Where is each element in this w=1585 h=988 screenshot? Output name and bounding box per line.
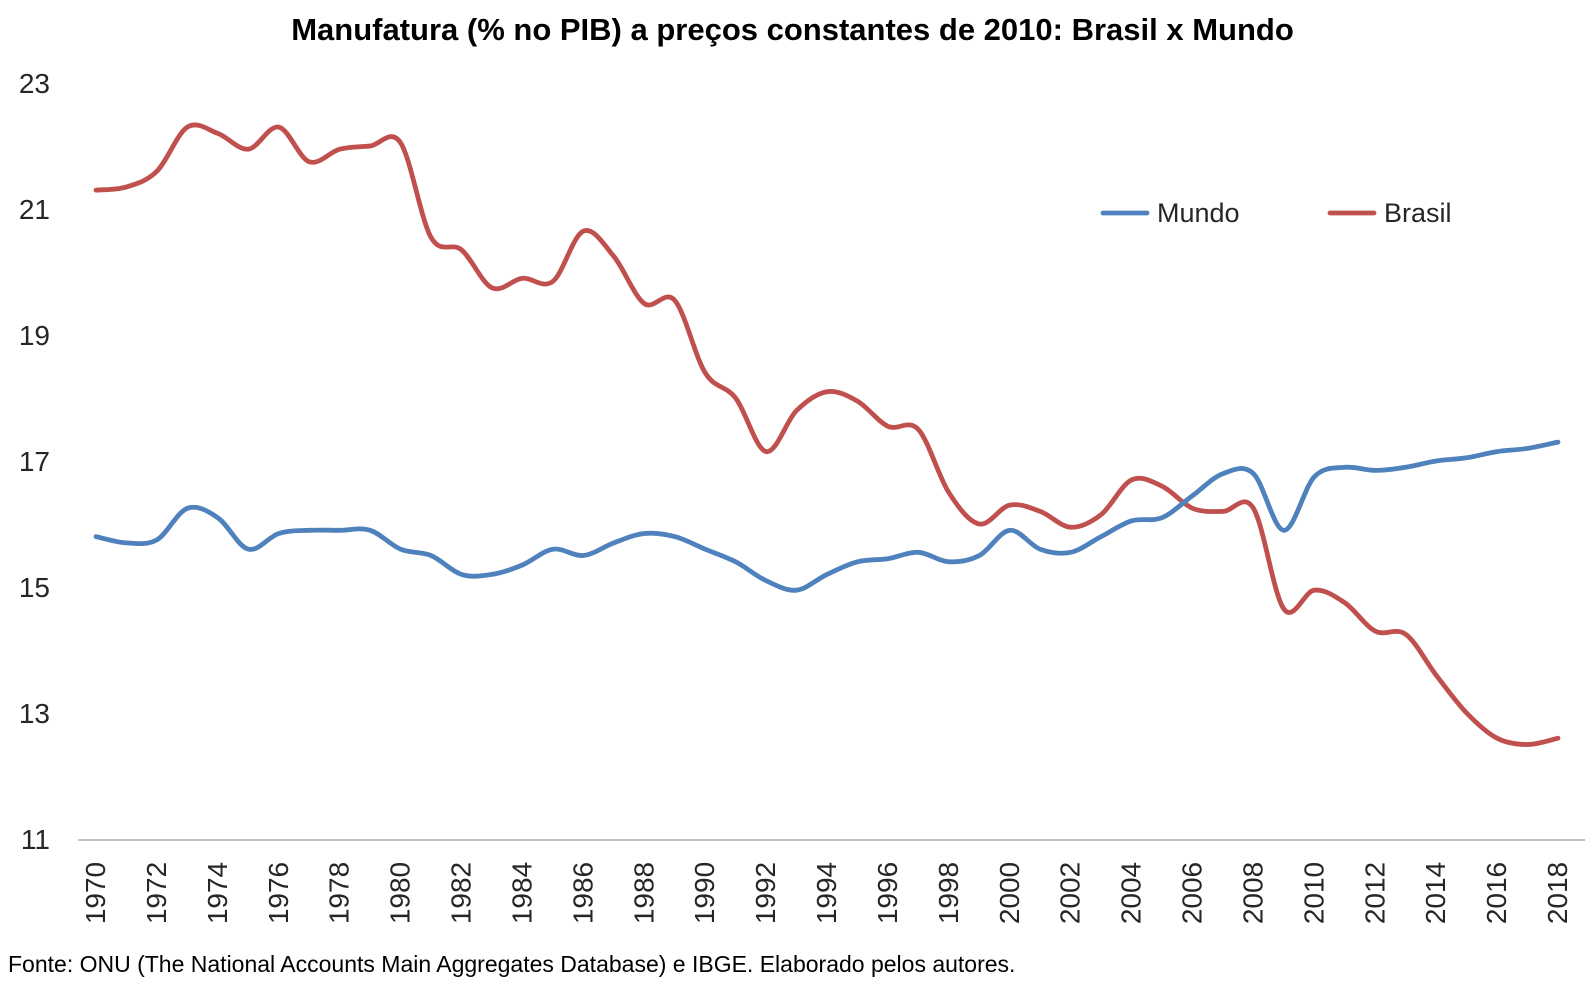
x-tick-label: 1980 <box>385 862 416 924</box>
legend-label-brasil: Brasil <box>1384 198 1452 228</box>
series-line-mundo <box>93 439 1561 593</box>
x-tick-label: 1984 <box>506 862 537 924</box>
x-tick-label: 1978 <box>324 862 355 924</box>
series-line-brasil <box>93 122 1561 747</box>
x-tick-label: 2018 <box>1542 862 1573 924</box>
x-tick-label: 1986 <box>567 862 598 924</box>
x-tick-label: 2002 <box>1055 862 1086 924</box>
chart-title: Manufatura (% no PIB) a preços constante… <box>291 12 1294 47</box>
y-tick-label: 11 <box>21 824 50 855</box>
x-tick-label: 2014 <box>1420 862 1451 924</box>
x-tick-label: 2006 <box>1177 862 1208 924</box>
x-tick-label: 2012 <box>1359 862 1390 924</box>
y-tick-label: 21 <box>19 194 50 225</box>
x-tick-label: 2010 <box>1298 862 1329 924</box>
x-tick-label: 1990 <box>689 862 720 924</box>
x-tick-label: 2000 <box>994 862 1025 924</box>
y-tick-label: 23 <box>19 68 50 99</box>
x-tick-label: 1988 <box>628 862 659 924</box>
x-tick-label: 1992 <box>750 862 781 924</box>
y-tick-label: 17 <box>19 446 50 477</box>
x-tick-label: 2004 <box>1116 862 1147 924</box>
x-tick-label: 1974 <box>202 862 233 924</box>
x-tick-label: 1976 <box>263 862 294 924</box>
x-tick-label: 1994 <box>811 862 842 924</box>
x-tick-label: 1972 <box>141 862 172 924</box>
y-tick-label: 15 <box>19 572 50 603</box>
x-tick-label: 1970 <box>80 862 111 924</box>
source-note: Fonte: ONU (The National Accounts Main A… <box>8 951 1016 977</box>
x-tick-label: 1996 <box>872 862 903 924</box>
x-tick-label: 1982 <box>446 862 477 924</box>
y-tick-label: 13 <box>19 698 50 729</box>
x-tick-label: 2016 <box>1481 862 1512 924</box>
y-tick-label: 19 <box>19 320 50 351</box>
x-tick-label: 2008 <box>1237 862 1268 924</box>
legend-label-mundo: Mundo <box>1157 198 1240 228</box>
x-tick-label: 1998 <box>933 862 964 924</box>
